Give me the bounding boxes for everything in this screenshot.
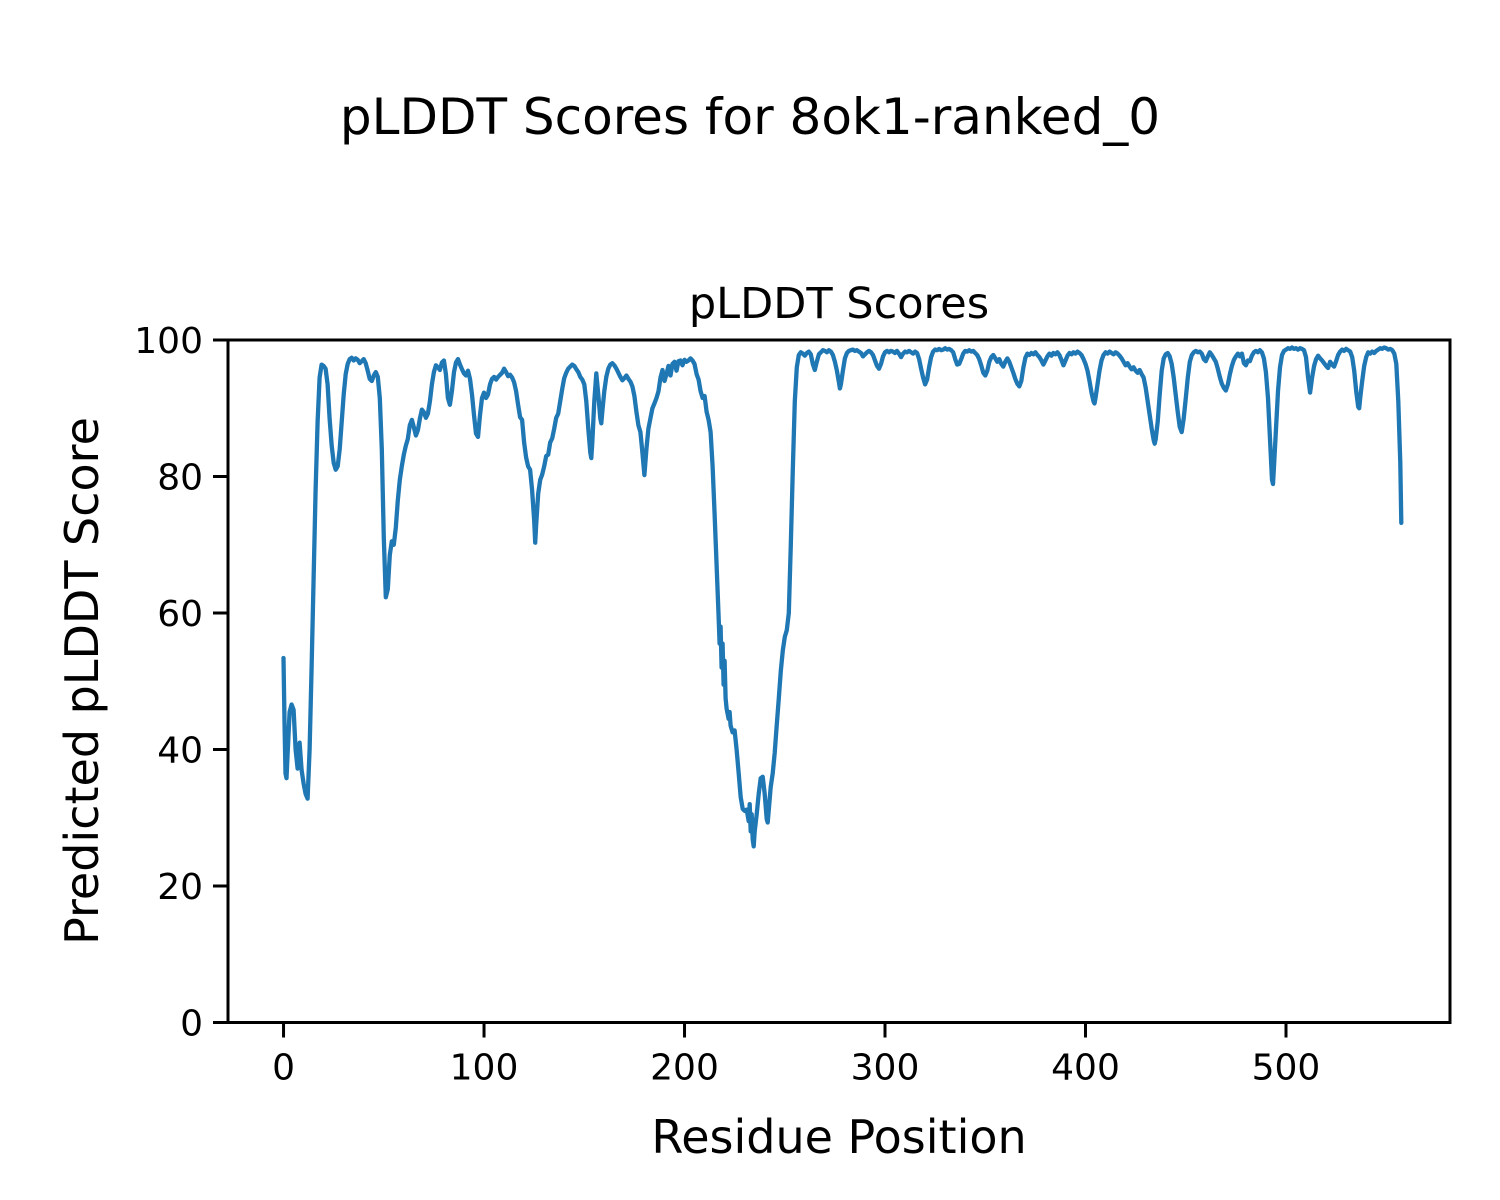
x-tick-label-400: 400 [1051,1048,1120,1089]
x-axis-label: Residue Position [651,1110,1027,1164]
y-axis-label: Predicted pLDDT Score [55,417,109,945]
x-tick-label-200: 200 [650,1048,719,1089]
x-tick-label-100: 100 [450,1048,519,1089]
x-tick-label-500: 500 [1252,1048,1321,1089]
y-tick-label-60: 60 [157,594,203,635]
y-tick-label-20: 20 [157,867,203,908]
figure-suptitle: pLDDT Scores for 8ok1-ranked_0 [339,88,1161,146]
y-tick-label-40: 40 [157,731,203,772]
axes-frame [226,338,1452,1024]
x-tick-label-0: 0 [272,1048,295,1089]
y-tick-label-100: 100 [134,321,203,362]
plddt-line [281,345,1404,849]
axes-title: pLDDT Scores [688,279,990,329]
y-tick-label-0: 0 [180,1004,203,1045]
x-tick-label-300: 300 [851,1048,920,1089]
y-tick-label-80: 80 [157,458,203,499]
